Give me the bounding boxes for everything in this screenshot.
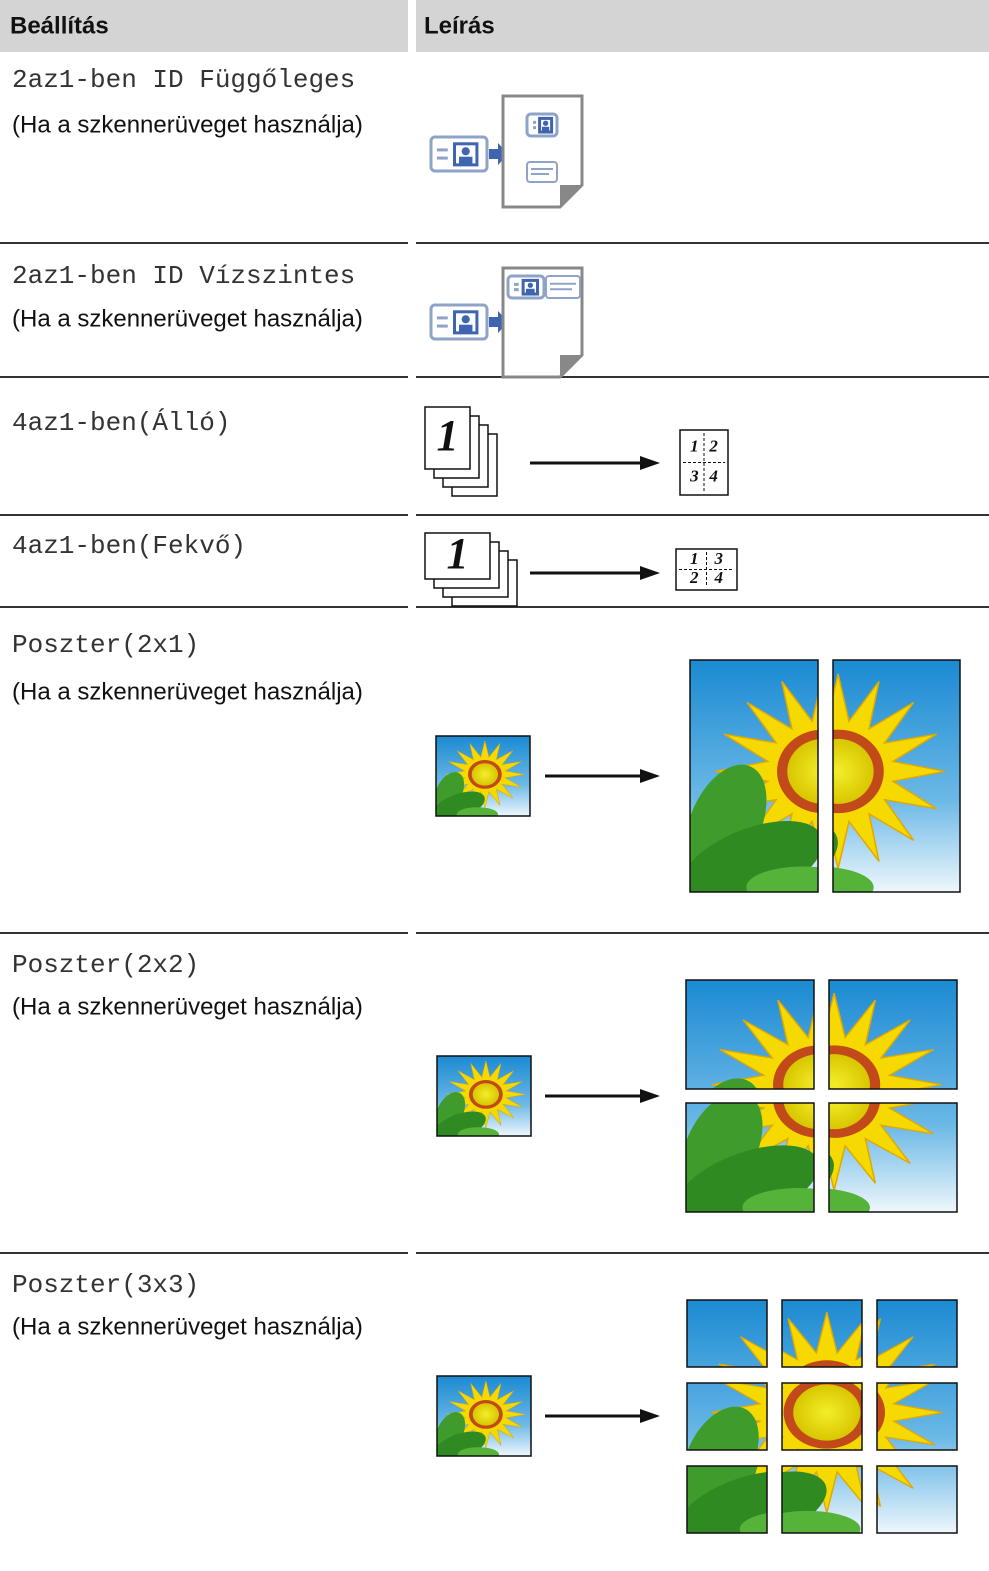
doc-card xyxy=(545,275,581,299)
sunflower xyxy=(437,1056,531,1136)
page-number: 1 xyxy=(447,529,469,578)
tile-border xyxy=(686,1465,768,1534)
page-number: 4 xyxy=(713,568,723,587)
tile-border xyxy=(828,979,958,1090)
page-number: 3 xyxy=(713,549,723,568)
card-head xyxy=(461,147,470,156)
page-number: 1 xyxy=(690,549,699,568)
poster-tile xyxy=(437,1376,531,1456)
page-number: 4 xyxy=(708,466,718,485)
note: (Ha a szkennerüveget használja) xyxy=(12,1313,363,1340)
sunflower xyxy=(436,736,530,816)
header-text: Beállítás xyxy=(10,12,109,39)
setting-name: 4az1-ben(Fekvő) xyxy=(12,531,246,561)
card-body xyxy=(459,156,473,164)
card-head xyxy=(461,315,470,324)
note: (Ha a szkennerüveget használja) xyxy=(12,111,363,138)
poster-tile xyxy=(437,1056,531,1136)
poster-tile xyxy=(436,736,530,816)
page-fold xyxy=(560,355,582,377)
page-number: 1 xyxy=(690,436,699,455)
arrow xyxy=(489,311,508,333)
tile-border xyxy=(689,659,819,893)
arrow-head xyxy=(640,1089,660,1103)
tile-border xyxy=(828,1102,958,1213)
header-text: Leírás xyxy=(424,12,495,39)
page-number: 2 xyxy=(689,568,699,587)
page-number: 1 xyxy=(437,411,459,460)
tile-border xyxy=(436,1375,532,1457)
setting-name: 2az1-ben ID Vízszintes xyxy=(12,261,355,291)
arrow-head xyxy=(640,769,660,783)
card-body xyxy=(459,324,473,332)
setting-name: Poszter(2x2) xyxy=(12,950,199,980)
header-cell xyxy=(416,0,989,52)
tile-border xyxy=(686,1382,768,1451)
arrow-head xyxy=(640,456,660,470)
card-head xyxy=(527,282,533,288)
page xyxy=(424,406,471,470)
note: (Ha a szkennerüveget használja) xyxy=(12,678,363,705)
tile-border xyxy=(685,1102,815,1213)
tile-border xyxy=(686,1299,768,1368)
tile-border xyxy=(781,1382,863,1451)
setting-name: 2az1-ben ID Függőleges xyxy=(12,65,355,95)
arrow xyxy=(489,143,508,165)
page-fold xyxy=(560,185,582,207)
tile-border xyxy=(876,1465,958,1534)
tile-border xyxy=(781,1465,863,1534)
tile-border xyxy=(876,1382,958,1451)
setting-name: Poszter(3x3) xyxy=(12,1270,199,1300)
arrow-head xyxy=(640,1409,660,1423)
page-number: 2 xyxy=(708,436,718,455)
tile-border xyxy=(436,1055,532,1137)
tile-border xyxy=(876,1299,958,1368)
tile-border xyxy=(781,1299,863,1368)
page xyxy=(424,532,491,580)
setting-name: 4az1-ben(Álló) xyxy=(12,408,230,438)
sunflower xyxy=(437,1376,531,1456)
tile-border xyxy=(685,979,815,1090)
note: (Ha a szkennerüveget használja) xyxy=(12,305,363,332)
arrow-head xyxy=(640,566,660,580)
tile-border xyxy=(832,659,961,893)
card-body xyxy=(542,126,550,132)
setting-name: Poszter(2x1) xyxy=(12,630,199,660)
doc-card xyxy=(526,161,558,183)
row-dividers xyxy=(0,242,989,1254)
tile-border xyxy=(435,735,531,817)
card-head xyxy=(542,120,549,126)
note: (Ha a szkennerüveget használja) xyxy=(12,993,363,1020)
card-body xyxy=(526,288,535,294)
header-cell xyxy=(0,0,408,52)
page-number: 3 xyxy=(689,466,699,485)
